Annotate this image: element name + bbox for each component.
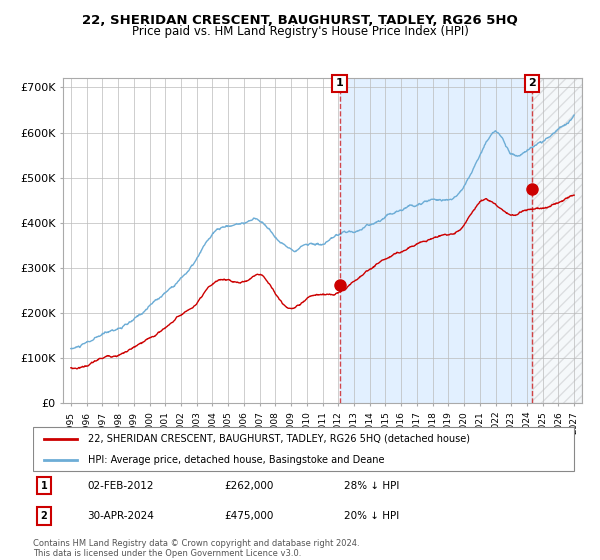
Text: £475,000: £475,000 bbox=[224, 511, 274, 521]
Text: 1: 1 bbox=[336, 78, 344, 88]
Text: 1: 1 bbox=[41, 480, 47, 491]
Text: Contains HM Land Registry data © Crown copyright and database right 2024.: Contains HM Land Registry data © Crown c… bbox=[33, 539, 359, 548]
Text: This data is licensed under the Open Government Licence v3.0.: This data is licensed under the Open Gov… bbox=[33, 549, 301, 558]
Text: 2: 2 bbox=[41, 511, 47, 521]
Bar bbox=[532, 78, 582, 403]
Text: Price paid vs. HM Land Registry's House Price Index (HPI): Price paid vs. HM Land Registry's House … bbox=[131, 25, 469, 38]
Bar bbox=[532, 78, 582, 403]
Text: 22, SHERIDAN CRESCENT, BAUGHURST, TADLEY, RG26 5HQ: 22, SHERIDAN CRESCENT, BAUGHURST, TADLEY… bbox=[82, 14, 518, 27]
Text: 30-APR-2024: 30-APR-2024 bbox=[88, 511, 154, 521]
Bar bbox=[532, 78, 582, 403]
FancyBboxPatch shape bbox=[33, 427, 574, 471]
Text: £262,000: £262,000 bbox=[224, 480, 274, 491]
Text: HPI: Average price, detached house, Basingstoke and Deane: HPI: Average price, detached house, Basi… bbox=[88, 455, 384, 465]
Text: 22, SHERIDAN CRESCENT, BAUGHURST, TADLEY, RG26 5HQ (detached house): 22, SHERIDAN CRESCENT, BAUGHURST, TADLEY… bbox=[88, 434, 470, 444]
Text: 28% ↓ HPI: 28% ↓ HPI bbox=[344, 480, 400, 491]
Text: 2: 2 bbox=[528, 78, 536, 88]
Text: 02-FEB-2012: 02-FEB-2012 bbox=[88, 480, 154, 491]
Bar bbox=[340, 78, 532, 403]
Text: 20% ↓ HPI: 20% ↓ HPI bbox=[344, 511, 400, 521]
